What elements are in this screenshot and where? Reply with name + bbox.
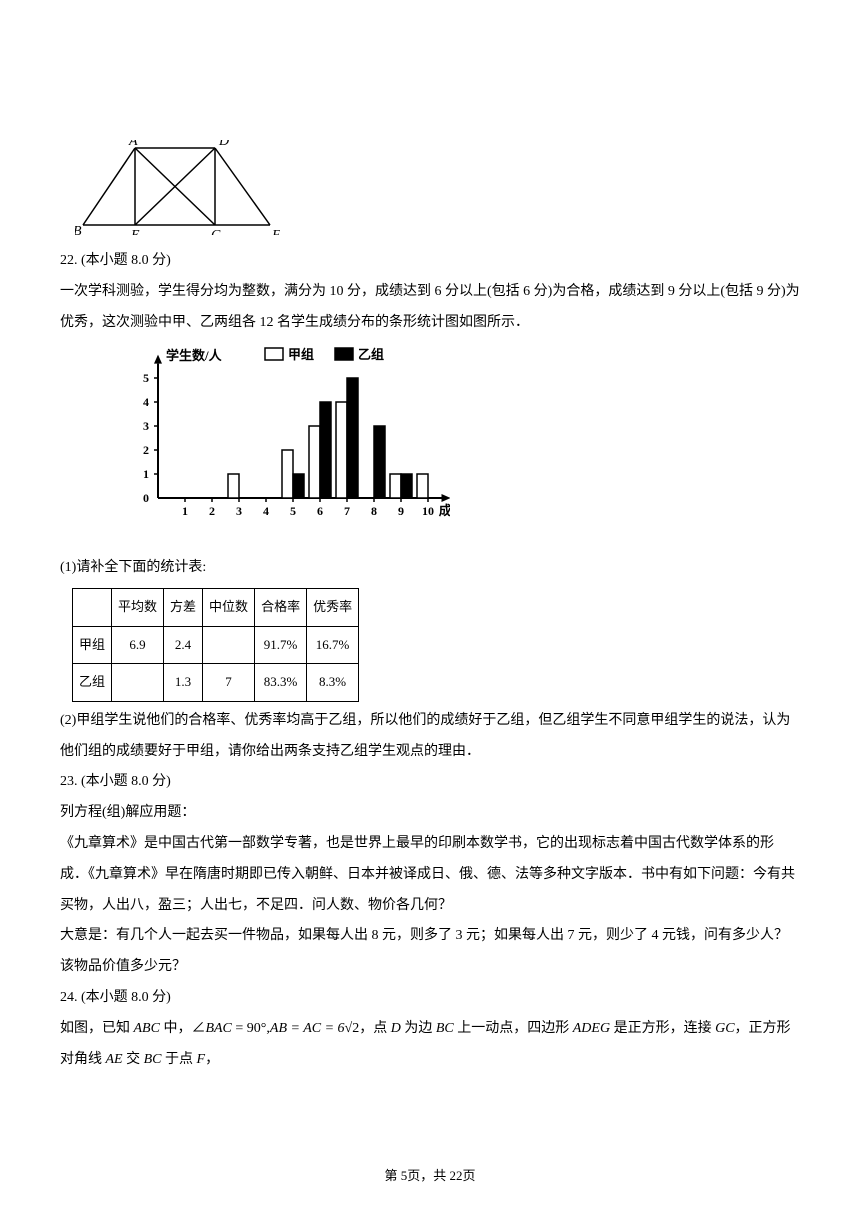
footer-total: 22 [450, 1168, 463, 1183]
cell: 91.7% [255, 626, 307, 664]
svg-text:F: F [271, 228, 280, 235]
svg-text:B: B [75, 224, 82, 235]
q24-eq90: = 90°, [232, 1021, 270, 1036]
q24-ae: AE [106, 1052, 123, 1067]
svg-text:5: 5 [143, 371, 149, 385]
q24-header: 24. (本小题 8.0 分) [60, 983, 800, 1014]
cell: 1.3 [164, 664, 203, 702]
q24-prefix: 如图，已知 [60, 1021, 134, 1036]
svg-text:成绩/分: 成绩/分 [439, 503, 450, 518]
svg-text:A: A [128, 140, 138, 149]
q24-mid5: 是正方形，连接 [610, 1021, 715, 1036]
q24-mid1: 中，∠ [160, 1021, 206, 1036]
svg-text:6: 6 [317, 504, 323, 518]
q23-header: 23. (本小题 8.0 分) [60, 767, 800, 798]
q24-d: D [391, 1021, 401, 1036]
svg-text:1: 1 [143, 467, 149, 481]
q24-mid3: 为边 [401, 1021, 436, 1036]
q24-bac: BAC [205, 1021, 231, 1036]
th-var: 方差 [164, 588, 203, 626]
q24-mid8: 于点 [162, 1052, 197, 1067]
q24-sqrt2: √2 [345, 1021, 360, 1036]
svg-text:乙组: 乙组 [358, 347, 384, 362]
q22-sub1: (1)请补全下面的统计表: [60, 553, 800, 584]
svg-text:D: D [218, 140, 229, 149]
th-median: 中位数 [203, 588, 255, 626]
q24-mid2: ，点 [359, 1021, 391, 1036]
cell: 2.4 [164, 626, 203, 664]
bar-chart-figure: 0 1 2 3 4 5 1 2 3 4 5 6 7 8 9 10 学生数/人成绩/分 甲组 乙组 [120, 346, 800, 549]
svg-text:9: 9 [398, 504, 404, 518]
cell: 7 [203, 664, 255, 702]
q24-gc: GC [715, 1021, 734, 1036]
q23-line2: 《九章算术》是中国古代第一部数学专著，也是世界上最早的印刷本数学书，它的出现标志… [60, 829, 800, 921]
trapezoid-figure: A D B E C F [75, 140, 800, 240]
table-row: 乙组 1.3 7 83.3% 8.3% [73, 664, 359, 702]
q24-abc: ABC [134, 1021, 160, 1036]
footer-prefix: 第 [384, 1168, 400, 1183]
svg-text:0: 0 [143, 491, 149, 505]
svg-text:2: 2 [143, 443, 149, 457]
svg-text:3: 3 [143, 419, 149, 433]
svg-text:4: 4 [263, 504, 269, 518]
q24-bc: BC [436, 1021, 454, 1036]
th-pass: 合格率 [255, 588, 307, 626]
th-mean: 平均数 [112, 588, 164, 626]
svg-text:5: 5 [290, 504, 296, 518]
svg-text:10: 10 [422, 504, 434, 518]
th-blank [73, 588, 112, 626]
svg-text:1: 1 [182, 504, 188, 518]
q24-mid4: 上一动点，四边形 [454, 1021, 573, 1036]
svg-text:E: E [130, 228, 140, 235]
svg-text:甲组: 甲组 [288, 347, 314, 362]
cell [203, 626, 255, 664]
cell: 甲组 [73, 626, 112, 664]
q23-line1: 列方程(组)解应用题： [60, 798, 800, 829]
cell: 16.7% [307, 626, 359, 664]
svg-text:C: C [211, 228, 221, 235]
q24-mid7: 交 [123, 1052, 144, 1067]
svg-text:学生数/人: 学生数/人 [166, 348, 223, 363]
cell: 83.3% [255, 664, 307, 702]
page-body: 22. (本小题 8.0 分) 一次学科测验，学生得分均为整数，满分为 10 分… [60, 246, 800, 1075]
q22-sub2: (2)甲组学生说他们的合格率、优秀率均高于乙组，所以他们的成绩好于乙组，但乙组学… [60, 706, 800, 768]
stats-table: 平均数 方差 中位数 合格率 优秀率 甲组 6.9 2.4 91.7% 16.7… [72, 588, 359, 702]
q24-adeg: ADEG [573, 1021, 610, 1036]
q24-f: F [197, 1052, 206, 1067]
q23-line3: 大意是：有几个人一起去买一件物品，如果每人出 8 元，则多了 3 元；如果每人出… [60, 921, 800, 983]
q24-comma: ， [205, 1052, 219, 1067]
svg-text:3: 3 [236, 504, 242, 518]
svg-text:7: 7 [344, 504, 350, 518]
table-row: 甲组 6.9 2.4 91.7% 16.7% [73, 626, 359, 664]
page-footer: 第 5页，共 22页 [0, 1165, 860, 1184]
q24-line: 如图，已知 ABC 中，∠BAC = 90°,AB = AC = 6√2，点 D… [60, 1014, 800, 1076]
th-excellent: 优秀率 [307, 588, 359, 626]
cell [112, 664, 164, 702]
svg-text:8: 8 [371, 504, 377, 518]
footer-suffix: 页 [463, 1168, 476, 1183]
table-header-row: 平均数 方差 中位数 合格率 优秀率 [73, 588, 359, 626]
svg-text:2: 2 [209, 504, 215, 518]
q24-bc2: BC [144, 1052, 162, 1067]
footer-mid: 页，共 [407, 1168, 449, 1183]
q22-text1: 一次学科测验，学生得分均为整数，满分为 10 分，成绩达到 6 分以上(包括 6… [60, 277, 800, 339]
cell: 6.9 [112, 626, 164, 664]
cell: 8.3% [307, 664, 359, 702]
q22-header: 22. (本小题 8.0 分) [60, 246, 800, 277]
q24-abeqac: AB = AC = 6 [270, 1021, 345, 1036]
svg-text:4: 4 [143, 395, 149, 409]
cell: 乙组 [73, 664, 112, 702]
